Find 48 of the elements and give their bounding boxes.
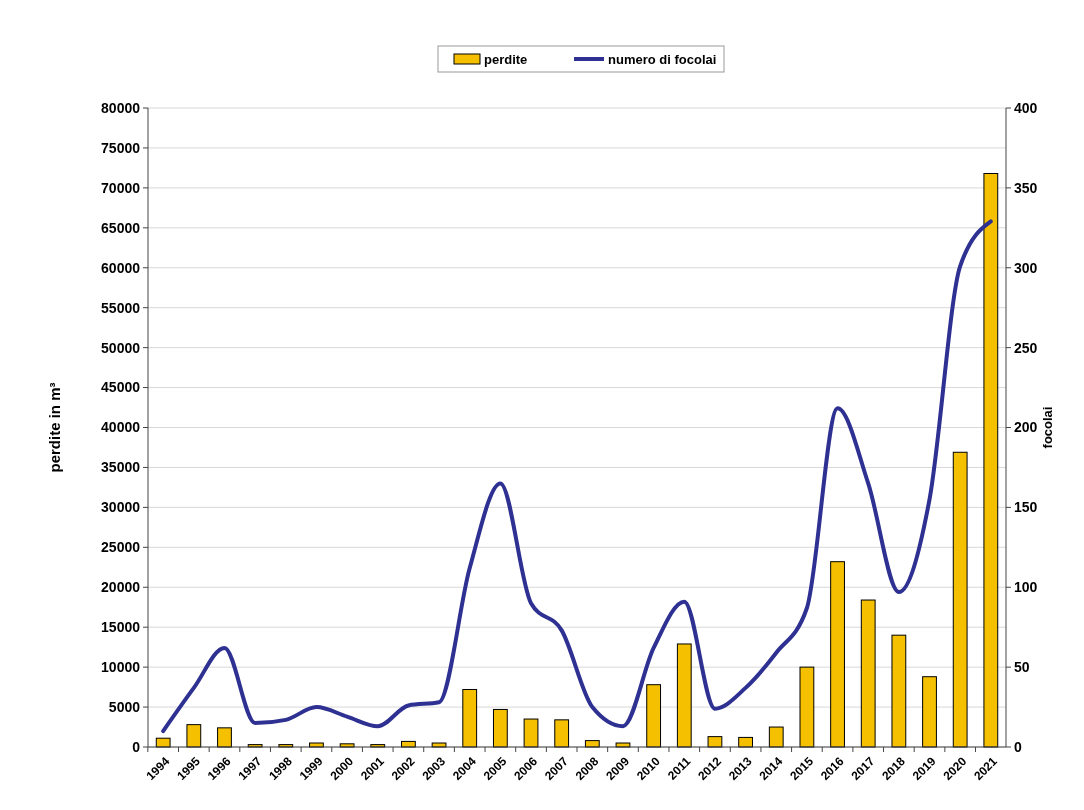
bar: [646, 684, 662, 748]
y-tick-label: 50000: [101, 339, 141, 356]
y-tick-label: 35000: [101, 459, 141, 476]
y-tick-label: 60000: [101, 259, 141, 276]
bar: [860, 599, 876, 748]
bar: [768, 726, 784, 748]
y-tick-label: 15000: [101, 619, 141, 636]
bar: [186, 724, 202, 748]
y-tick-label: 10000: [101, 659, 141, 676]
bar: [523, 718, 539, 748]
y-tick-label: 0: [132, 738, 141, 755]
y2-tick-label: 200: [1014, 419, 1038, 436]
bar: [707, 736, 723, 748]
bar: [554, 719, 570, 748]
y2-tick-label: 150: [1014, 499, 1038, 516]
line-series: [161, 219, 993, 734]
y-tick-label: 30000: [101, 499, 141, 516]
y2-tick-label: 350: [1014, 179, 1038, 196]
y2-tick-label: 50: [1014, 659, 1030, 676]
y-tick-label: 45000: [101, 379, 141, 396]
bar: [217, 727, 232, 748]
y-tick-label: 5000: [108, 698, 141, 715]
bar: [922, 676, 937, 748]
y-tick-label: 25000: [101, 539, 141, 556]
bar: [799, 666, 815, 748]
y2-tick-label: 300: [1014, 259, 1038, 276]
y-tick-label: 55000: [101, 299, 141, 316]
bar: [891, 634, 907, 748]
y-tick-label: 75000: [101, 139, 141, 156]
bar: [462, 688, 478, 748]
bar: [492, 708, 508, 748]
y2-tick-label: 0: [1014, 738, 1022, 755]
y2-tick-label: 100: [1014, 579, 1038, 596]
bar: [830, 561, 845, 748]
bar: [983, 173, 999, 748]
y2-tick-label: 400: [1014, 99, 1038, 116]
bar: [676, 643, 692, 748]
legend-label: numero di focolai: [608, 51, 717, 67]
y-tick-label: 70000: [101, 179, 141, 196]
y-tick-label: 20000: [101, 579, 141, 596]
y-axis-title: perdite in m³: [46, 382, 63, 473]
legend-label: perdite: [484, 51, 528, 67]
y2-tick-label: 250: [1014, 339, 1038, 356]
y2-axis-title: focolai: [1040, 406, 1055, 449]
y-tick-label: 80000: [101, 99, 141, 116]
bar: [952, 451, 968, 748]
y-tick-label: 40000: [101, 419, 141, 436]
y-tick-label: 65000: [101, 219, 141, 236]
